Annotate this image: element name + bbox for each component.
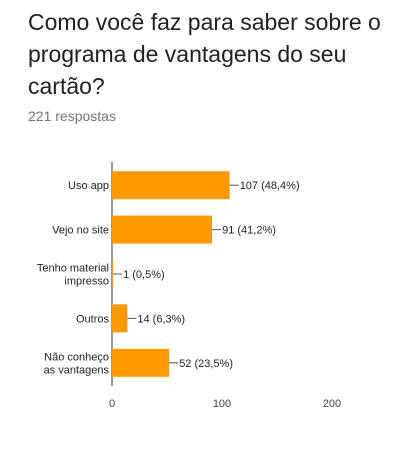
x-tick-label: 200 [323,398,341,410]
data-label: 1 (0,5%) [123,269,165,281]
category-label: Tenho material impresso [37,263,109,288]
data-label: 52 (23,5%) [179,358,233,370]
question-title: Como você faz para saber sobre o program… [28,9,381,99]
category-label: Não conheço as vantagens [44,351,110,376]
x-tick-label: 100 [213,398,231,410]
bar [112,215,213,244]
bar [112,348,170,377]
category-label: Outros [76,313,110,325]
data-label: 91 (41,2%) [222,225,276,237]
bar [112,171,230,200]
x-tick-label: 0 [109,398,115,410]
bar [112,260,114,288]
category-label: Uso app [68,180,109,192]
category-label: Vejo no site [52,225,109,237]
data-label: 107 (48,4%) [240,180,300,192]
bar [112,304,128,333]
data-label: 14 (6,3%) [137,313,185,325]
response-count: 221 respostas [28,108,116,124]
